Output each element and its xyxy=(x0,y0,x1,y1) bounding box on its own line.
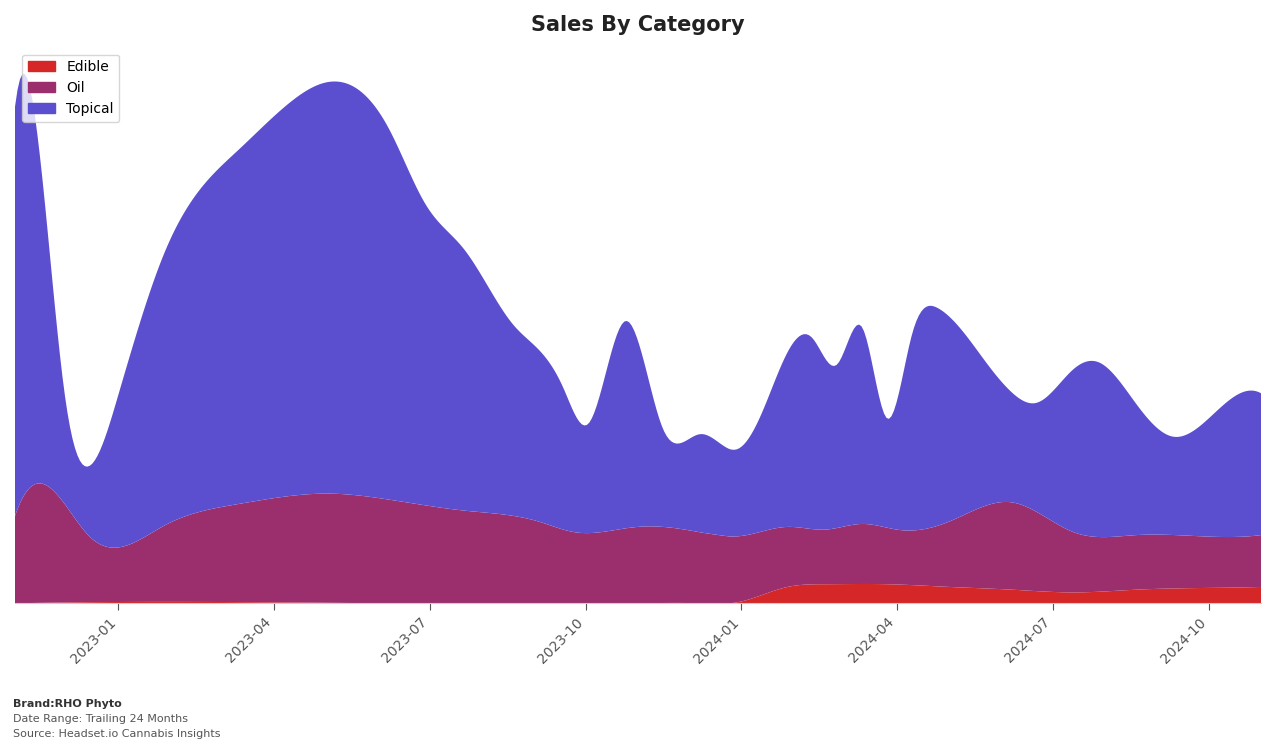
Text: Brand:RHO Phyto: Brand:RHO Phyto xyxy=(13,699,121,709)
Title: Sales By Category: Sales By Category xyxy=(531,15,745,35)
Text: Date Range: Trailing 24 Months: Date Range: Trailing 24 Months xyxy=(13,714,188,724)
Legend: Edible, Oil, Topical: Edible, Oil, Topical xyxy=(22,55,120,122)
Text: Source: Headset.io Cannabis Insights: Source: Headset.io Cannabis Insights xyxy=(13,729,221,739)
